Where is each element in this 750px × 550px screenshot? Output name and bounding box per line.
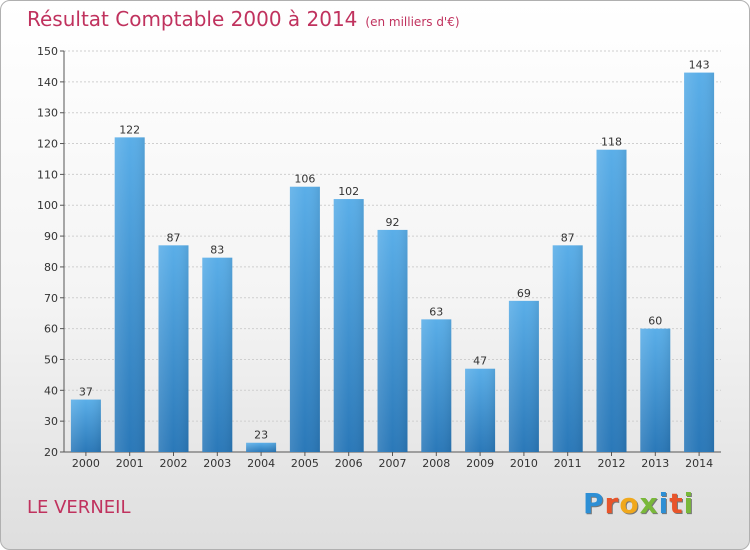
y-tick-label: 70: [44, 292, 58, 305]
chart-title-text: Résultat Comptable 2000 à 2014: [27, 7, 358, 31]
bar-shine-2006: [333, 199, 364, 452]
x-tick-label: 2014: [685, 457, 713, 470]
y-tick-label: 110: [37, 168, 58, 181]
y-tick-label: 60: [44, 323, 58, 336]
data-label: 87: [167, 231, 181, 244]
bar-shine-2000: [70, 399, 101, 452]
x-tick-label: 2005: [291, 457, 319, 470]
data-label: 63: [429, 305, 443, 318]
bar-shine-2004: [246, 442, 277, 452]
y-tick-label: 40: [44, 384, 58, 397]
x-tick-label: 2000: [72, 457, 100, 470]
y-tick-label: 140: [37, 76, 58, 89]
bar-shine-2010: [508, 300, 539, 452]
bar-shine-2005: [289, 186, 320, 452]
data-label: 47: [473, 355, 487, 368]
x-tick-label: 2011: [554, 457, 582, 470]
data-label: 106: [294, 173, 315, 186]
x-tick-label: 2010: [510, 457, 538, 470]
x-tick-label: 2009: [466, 457, 494, 470]
x-tick-label: 2012: [598, 457, 626, 470]
logo-letter: o: [619, 487, 640, 520]
proxiti-logo[interactable]: Proxiti: [583, 487, 694, 520]
data-label: 143: [689, 59, 710, 72]
data-label: 102: [338, 185, 359, 198]
data-label: 118: [601, 136, 622, 149]
data-label: 92: [386, 216, 400, 229]
x-tick-label: 2003: [203, 457, 231, 470]
y-tick-label: 130: [37, 107, 58, 120]
chart-title: Résultat Comptable 2000 à 2014 (en millie…: [27, 7, 460, 31]
x-tick-label: 2008: [422, 457, 450, 470]
logo-letter: t: [669, 487, 684, 520]
bar-shine-2009: [465, 368, 496, 452]
label-layer: 37 122 87 83 23 106 102 92 63 47 69 87 118 60 143: [79, 59, 710, 442]
x-tick-label: 2001: [116, 457, 144, 470]
bar-shine-2003: [202, 257, 233, 452]
y-tick-label: 150: [37, 45, 58, 58]
logo-letter: x: [639, 487, 659, 520]
x-tick-label: 2006: [335, 457, 363, 470]
logo-letter: i: [683, 487, 695, 520]
data-label: 87: [561, 231, 575, 244]
bar-shine-2013: [640, 328, 671, 452]
logo-letter: r: [604, 487, 620, 520]
y-tick-label: 50: [44, 353, 58, 366]
commune-name: LE VERNEIL: [27, 497, 131, 518]
data-label: 83: [210, 244, 224, 257]
y-tick-label: 90: [44, 230, 58, 243]
bar-shine-2011: [552, 245, 583, 452]
x-tick-label: 2002: [160, 457, 188, 470]
y-tick-label: 120: [37, 138, 58, 151]
bar-layer: [70, 72, 715, 452]
data-label: 37: [79, 386, 93, 399]
bar-shine-2014: [684, 72, 715, 452]
y-tick-label: 20: [44, 446, 58, 459]
y-tick-label: 30: [44, 415, 58, 428]
data-label: 23: [254, 429, 268, 442]
bar-shine-2007: [377, 229, 408, 452]
logo-letter: P: [583, 487, 605, 520]
axis-layer: 20 30 40 50 60 70 80 90 100 110 120 130 140 150 2000 20…: [37, 45, 721, 470]
bar-shine-2008: [421, 319, 452, 452]
chart-unit: (en milliers d'€): [365, 15, 460, 29]
bar-shine-2002: [158, 245, 189, 452]
y-tick-label: 100: [37, 199, 58, 212]
data-label: 69: [517, 287, 531, 300]
x-tick-label: 2007: [379, 457, 407, 470]
x-tick-label: 2013: [641, 457, 669, 470]
x-tick-label: 2004: [247, 457, 275, 470]
y-tick-label: 80: [44, 261, 58, 274]
bar-shine-2012: [596, 149, 627, 452]
bar-shine-2001: [114, 137, 145, 452]
logo-letter: i: [658, 487, 670, 520]
data-label: 60: [648, 315, 662, 328]
data-label: 122: [119, 123, 140, 136]
